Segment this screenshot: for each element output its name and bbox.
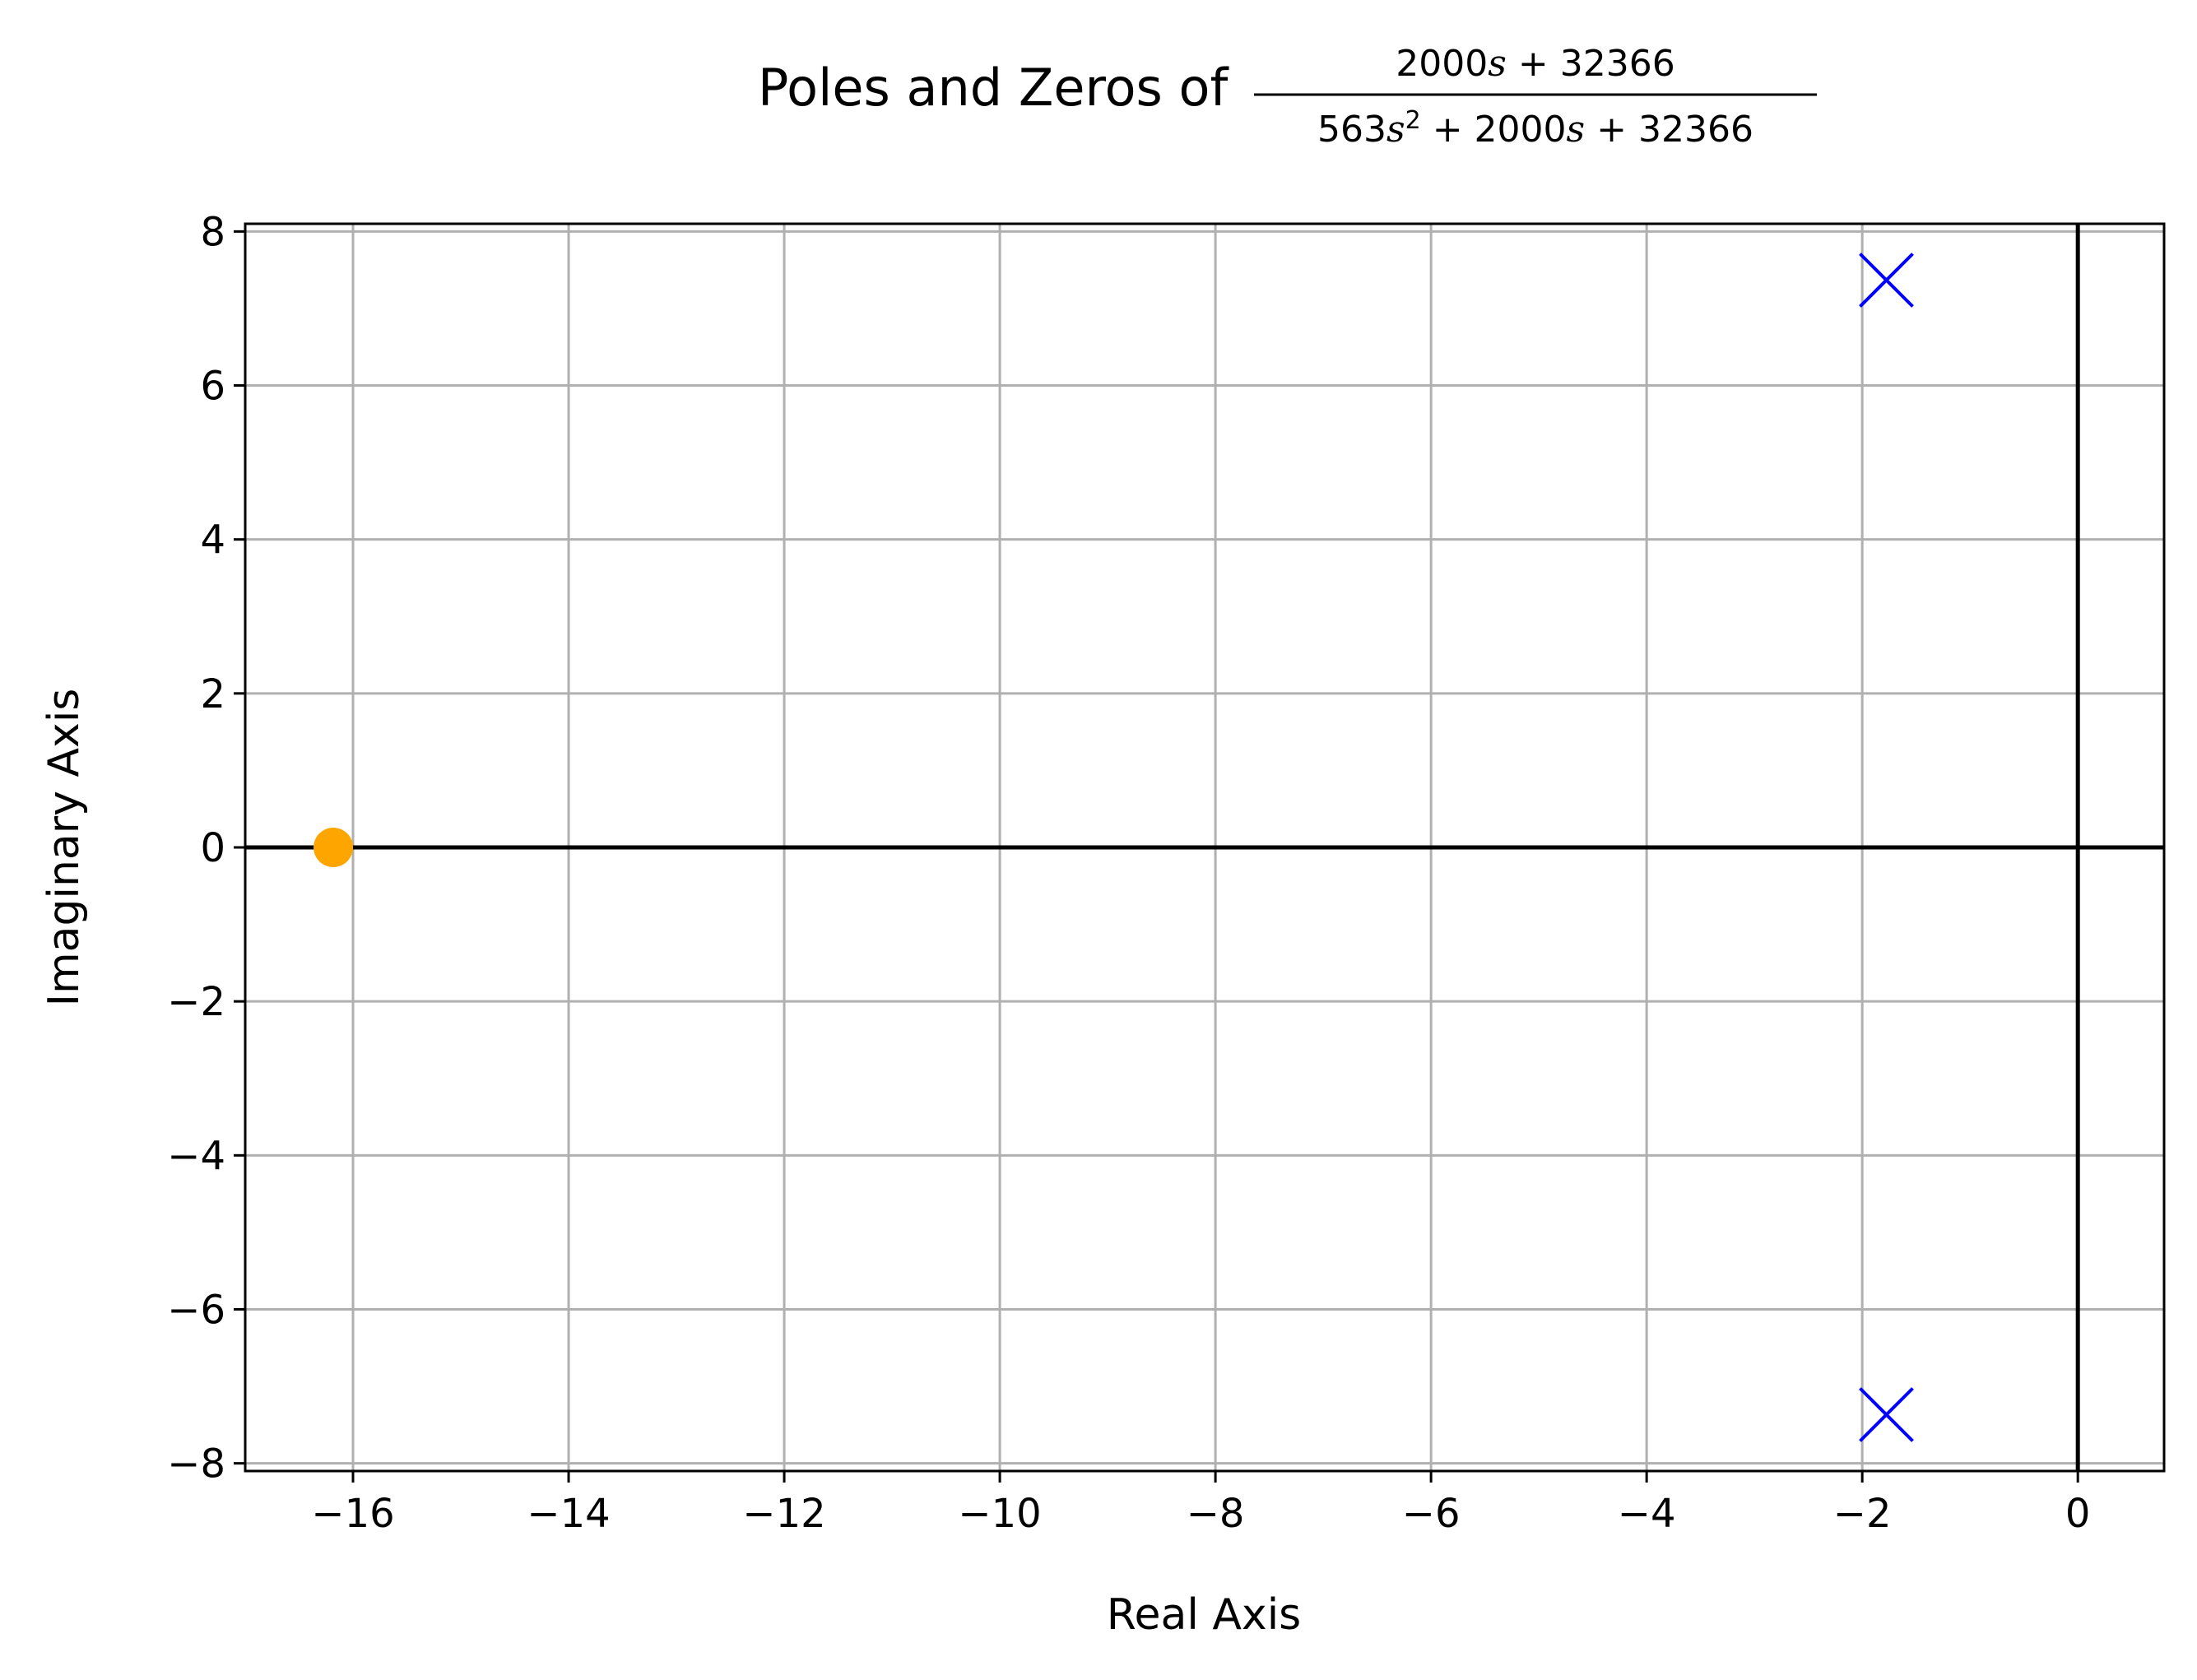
title-prefix: Poles and Zeros of bbox=[758, 58, 1244, 118]
y-tick-label: −6 bbox=[167, 1287, 225, 1333]
y-tick-label: 2 bbox=[200, 671, 225, 717]
x-tick-label: −12 bbox=[742, 1491, 825, 1537]
x-tick-label: −4 bbox=[1618, 1491, 1676, 1537]
chart-title: Poles and Zeros of 2000s + 32366 563s2 +… bbox=[758, 43, 1817, 151]
x-tick-label: −8 bbox=[1187, 1491, 1245, 1537]
x-tick-label: −14 bbox=[527, 1491, 610, 1537]
x-axis-label: Real Axis bbox=[1107, 1590, 1302, 1640]
title-numerator: 2000s + 32366 bbox=[1396, 43, 1674, 85]
y-tick-label: 6 bbox=[200, 364, 225, 410]
x-tick-labels: −16 −14 −12 −10 −8 −6 −4 −2 0 bbox=[311, 1491, 2090, 1537]
reference-axes bbox=[245, 224, 2164, 1471]
x-tick-label: 0 bbox=[2065, 1491, 2091, 1537]
pole-marker bbox=[1859, 1387, 1914, 1442]
y-tick-label: −4 bbox=[167, 1133, 225, 1179]
y-tick-labels: 8 6 4 2 0 −2 −4 −6 −8 bbox=[167, 209, 225, 1487]
data-marks bbox=[314, 253, 1914, 1442]
x-tick-label: −16 bbox=[311, 1491, 394, 1537]
y-tick-label: 4 bbox=[200, 517, 225, 564]
y-tick-label: −2 bbox=[167, 979, 225, 1025]
tick-marks bbox=[234, 230, 2079, 1483]
title-denominator: 563s2 + 2000s + 32366 bbox=[1317, 106, 1753, 151]
x-tick-label: −6 bbox=[1402, 1491, 1461, 1537]
pole-marker bbox=[1859, 253, 1914, 308]
zero-marker bbox=[314, 828, 354, 867]
y-axis-label: Imaginary Axis bbox=[39, 689, 89, 1007]
y-tick-label: 0 bbox=[200, 825, 225, 871]
y-tick-label: 8 bbox=[200, 209, 225, 255]
x-tick-label: −10 bbox=[958, 1491, 1041, 1537]
y-tick-label: −8 bbox=[167, 1441, 225, 1487]
x-tick-label: −2 bbox=[1833, 1491, 1892, 1537]
